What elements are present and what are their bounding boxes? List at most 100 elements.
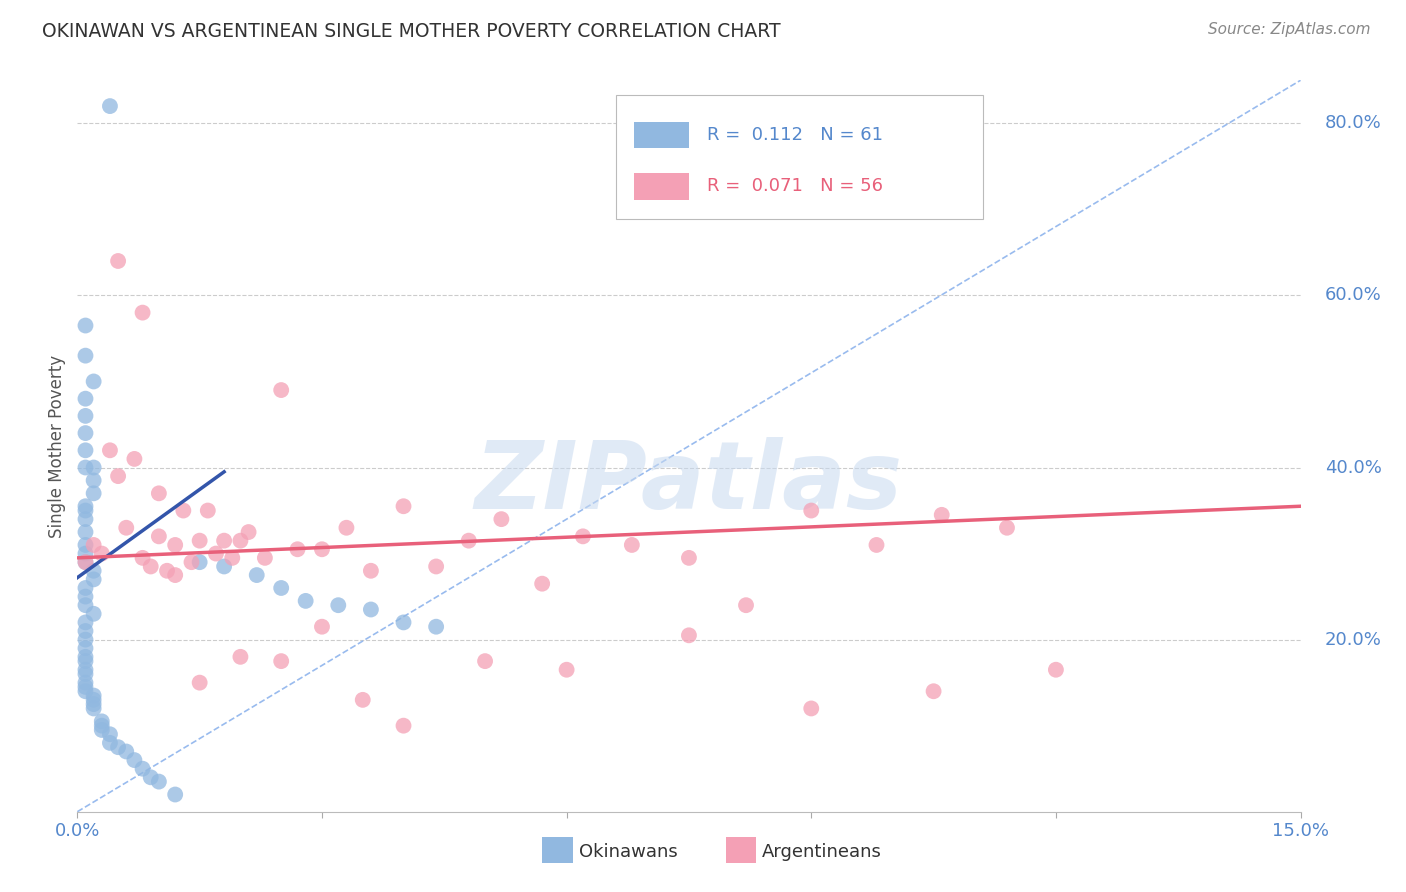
Point — [90, 723, 112, 737]
Point — [107, 740, 129, 755]
Point — [229, 649, 252, 664]
Point — [75, 675, 97, 690]
Point — [253, 550, 276, 565]
Point — [555, 663, 578, 677]
Point — [124, 451, 146, 466]
Point — [83, 689, 105, 703]
Point — [75, 684, 97, 698]
Point — [75, 409, 97, 423]
Point — [735, 598, 758, 612]
Text: Okinawans: Okinawans — [579, 843, 678, 861]
Point — [205, 547, 228, 561]
Point — [75, 680, 97, 694]
Text: R =  0.071   N = 56: R = 0.071 N = 56 — [707, 178, 883, 195]
Point — [678, 628, 700, 642]
Point — [165, 538, 187, 552]
Point — [800, 701, 823, 715]
Point — [75, 641, 97, 656]
Point — [75, 318, 97, 333]
FancyBboxPatch shape — [634, 122, 689, 148]
Text: ZIPatlas: ZIPatlas — [475, 436, 903, 529]
Point — [75, 624, 97, 638]
Point — [75, 632, 97, 647]
Point — [75, 392, 97, 406]
Text: 40.0%: 40.0% — [1324, 458, 1382, 476]
Point — [246, 568, 269, 582]
Point — [75, 590, 97, 604]
Point — [131, 550, 153, 565]
Point — [83, 573, 105, 587]
Point — [360, 564, 382, 578]
Point — [491, 512, 513, 526]
Point — [165, 568, 187, 582]
Point — [98, 99, 121, 113]
Point — [75, 667, 97, 681]
Point — [98, 736, 121, 750]
Point — [425, 620, 447, 634]
Point — [188, 533, 211, 548]
Text: OKINAWAN VS ARGENTINEAN SINGLE MOTHER POVERTY CORRELATION CHART: OKINAWAN VS ARGENTINEAN SINGLE MOTHER PO… — [42, 22, 780, 41]
Point — [392, 719, 415, 733]
Point — [360, 602, 382, 616]
Point — [90, 547, 112, 561]
Point — [83, 538, 105, 552]
FancyBboxPatch shape — [616, 95, 983, 219]
Point — [83, 474, 105, 488]
Point — [197, 503, 219, 517]
Point — [800, 503, 823, 517]
Point — [311, 542, 333, 557]
Point — [148, 774, 170, 789]
Point — [180, 555, 202, 569]
Point — [865, 538, 887, 552]
Point — [328, 598, 350, 612]
Point — [229, 533, 252, 548]
Point — [75, 555, 97, 569]
Point — [287, 542, 309, 557]
Point — [311, 620, 333, 634]
Point — [392, 615, 415, 630]
Point — [75, 349, 97, 363]
Point — [165, 788, 187, 802]
Point — [931, 508, 953, 522]
Point — [83, 697, 105, 711]
Point — [75, 512, 97, 526]
Text: Source: ZipAtlas.com: Source: ZipAtlas.com — [1208, 22, 1371, 37]
Point — [83, 564, 105, 578]
Point — [75, 426, 97, 441]
Point — [83, 701, 105, 715]
Text: 20.0%: 20.0% — [1324, 631, 1382, 648]
FancyBboxPatch shape — [634, 173, 689, 200]
Point — [131, 762, 153, 776]
Point — [75, 581, 97, 595]
Y-axis label: Single Mother Poverty: Single Mother Poverty — [48, 354, 66, 538]
Point — [531, 576, 554, 591]
Point — [156, 564, 179, 578]
Point — [270, 581, 292, 595]
Point — [75, 654, 97, 668]
Point — [75, 547, 97, 561]
Text: 80.0%: 80.0% — [1324, 114, 1382, 132]
Point — [148, 529, 170, 543]
Point — [115, 521, 138, 535]
Point — [75, 649, 97, 664]
Text: Argentineans: Argentineans — [762, 843, 882, 861]
Point — [124, 753, 146, 767]
Point — [75, 538, 97, 552]
Point — [98, 443, 121, 458]
Point — [1045, 663, 1067, 677]
Point — [188, 555, 211, 569]
Point — [457, 533, 479, 548]
Point — [294, 594, 316, 608]
Point — [75, 598, 97, 612]
Point — [90, 719, 112, 733]
Point — [75, 663, 97, 677]
Point — [75, 460, 97, 475]
Point — [620, 538, 643, 552]
Point — [75, 503, 97, 517]
Point — [98, 727, 121, 741]
Point — [139, 559, 162, 574]
FancyBboxPatch shape — [725, 838, 756, 863]
Point — [474, 654, 496, 668]
Point — [83, 375, 105, 389]
Point — [107, 469, 129, 483]
